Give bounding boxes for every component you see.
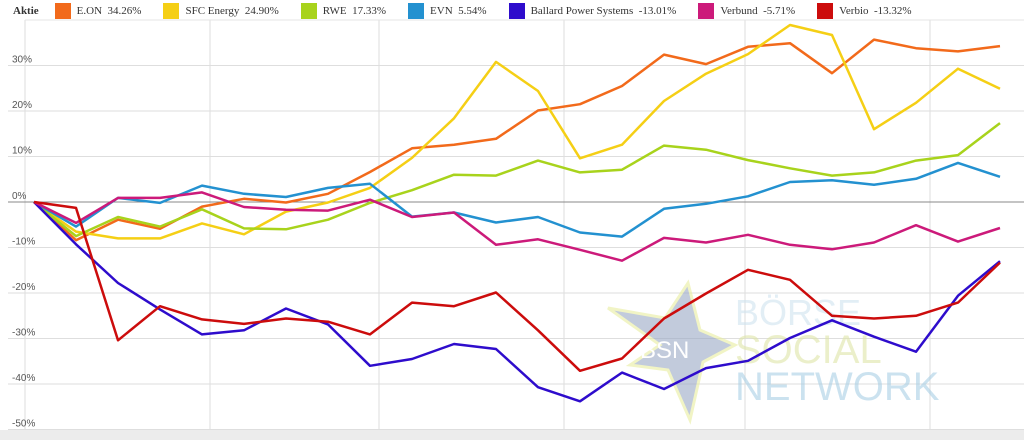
legend-name: E.ON bbox=[76, 5, 103, 17]
legend-item[interactable]: Verbund -5.71% bbox=[698, 3, 795, 19]
navigator-scrollbar[interactable] bbox=[0, 430, 1024, 440]
legend-swatch bbox=[698, 3, 715, 19]
legend-swatch bbox=[408, 3, 425, 19]
y-tick-label: -50% bbox=[12, 419, 35, 430]
watermark-star-logo bbox=[607, 279, 739, 425]
legend-value: 24.90% bbox=[244, 5, 279, 17]
y-tick-label: 30% bbox=[12, 55, 32, 66]
legend-value: 34.26% bbox=[107, 5, 142, 17]
legend-item[interactable]: Ballard Power Systems -13.01% bbox=[508, 3, 677, 19]
y-tick-label: -20% bbox=[12, 282, 35, 293]
legend-item[interactable]: SFC Energy 24.90% bbox=[163, 3, 279, 19]
series-line-verbund bbox=[33, 191, 1001, 262]
legend-value: -5.71% bbox=[763, 5, 796, 17]
legend-swatch bbox=[508, 3, 525, 19]
y-tick-label: 10% bbox=[12, 146, 32, 157]
horizontal-gridlines: 30% 20% 10% 0% -10% -20% -30% -40% -50% bbox=[8, 19, 1024, 430]
legend-name: Verbund bbox=[720, 5, 758, 17]
y-tick-label: -30% bbox=[12, 328, 35, 339]
watermark-logo-text: BSN bbox=[640, 337, 689, 364]
series-line-verbio bbox=[33, 200, 1001, 373]
legend-name: Ballard Power Systems bbox=[530, 5, 634, 17]
vertical-gridlines bbox=[24, 20, 931, 430]
watermark: BSN BÖRSE SOCIAL NETWORK bbox=[607, 279, 940, 425]
legend-title: Aktie bbox=[13, 5, 39, 17]
series-line-rwe bbox=[33, 122, 1001, 238]
series-line-e-on bbox=[33, 38, 1001, 242]
legend: Aktie E.ON 34.26% SFC Energy 24.90% RWE 17… bbox=[0, 0, 934, 22]
legend-value: -13.01% bbox=[638, 5, 677, 17]
legend-swatch bbox=[163, 3, 180, 19]
legend-name: RWE bbox=[322, 5, 347, 17]
series-lines bbox=[33, 23, 1001, 403]
legend-swatch bbox=[54, 3, 71, 19]
y-tick-label: 20% bbox=[12, 100, 32, 111]
legend-item[interactable]: E.ON 34.26% bbox=[54, 3, 142, 19]
legend-swatch bbox=[817, 3, 834, 19]
watermark-line-3: NETWORK bbox=[735, 365, 940, 409]
legend-name: Verbio bbox=[839, 5, 869, 17]
series-line-ballard-power-systems bbox=[33, 201, 1001, 403]
legend-value: 17.33% bbox=[352, 5, 387, 17]
legend-name: SFC Energy bbox=[185, 5, 240, 17]
legend-item[interactable]: Verbio -13.32% bbox=[817, 3, 912, 19]
watermark-line-1: BÖRSE bbox=[735, 292, 861, 333]
legend-item[interactable]: EVN 5.54% bbox=[408, 3, 487, 19]
legend-value: 5.54% bbox=[458, 5, 487, 17]
y-tick-label: -40% bbox=[12, 373, 35, 384]
series-line-sfc-energy bbox=[33, 23, 1001, 240]
legend-item[interactable]: RWE 17.33% bbox=[300, 3, 387, 19]
y-tick-label: -10% bbox=[12, 237, 35, 248]
legend-value: -13.32% bbox=[874, 5, 912, 17]
series-line-evn bbox=[33, 161, 1001, 238]
y-tick-label: 0% bbox=[12, 191, 27, 202]
legend-name: EVN bbox=[430, 5, 453, 17]
watermark-line-2: SOCIAL bbox=[735, 328, 882, 372]
legend-swatch bbox=[300, 3, 317, 19]
